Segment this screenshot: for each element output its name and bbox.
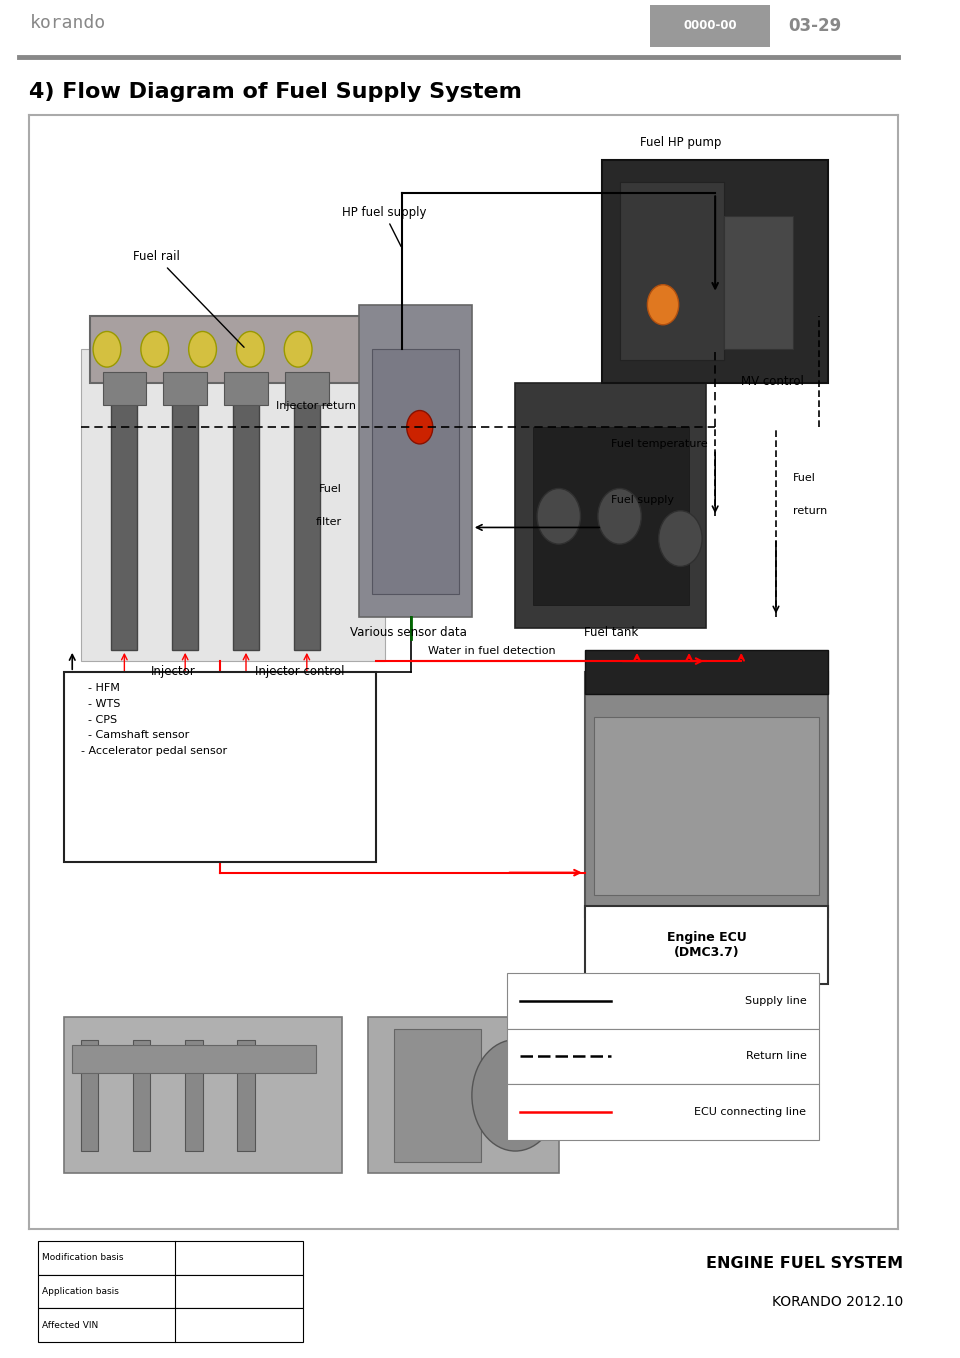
Text: Injector control: Injector control xyxy=(254,665,345,678)
Text: CDPF
SYSTEM: CDPF SYSTEM xyxy=(917,1093,942,1104)
Bar xyxy=(103,372,146,405)
Circle shape xyxy=(141,331,169,367)
Text: Fuel supply: Fuel supply xyxy=(611,496,674,505)
Text: TURBO
SYSTEM: TURBO SYSTEM xyxy=(917,478,942,489)
Text: ECU connecting line: ECU connecting line xyxy=(694,1107,806,1118)
Bar xyxy=(225,372,268,405)
Bar xyxy=(619,182,724,360)
Bar xyxy=(533,428,689,606)
Bar xyxy=(507,1084,820,1139)
Bar xyxy=(593,717,820,895)
Text: KORANDO 2012.10: KORANDO 2012.10 xyxy=(772,1294,903,1309)
Text: COOLING
SYSTEM: COOLING SYSTEM xyxy=(915,631,944,642)
Text: ENGINE
CONTRO: ENGINE CONTRO xyxy=(917,1171,942,1181)
Bar xyxy=(63,672,376,861)
Bar xyxy=(81,1040,98,1152)
Text: - HFM
  - WTS
  - CPS
  - Camshaft sensor
- Accelerator pedal sensor: - HFM - WTS - CPS - Camshaft sensor - Ac… xyxy=(81,683,228,756)
Bar xyxy=(394,1028,481,1162)
Text: E-EGR
SYSTEM: E-EGR SYSTEM xyxy=(917,1016,942,1027)
Text: 03-29: 03-29 xyxy=(788,16,842,35)
Text: Fuel HP pump: Fuel HP pump xyxy=(639,136,721,149)
Bar xyxy=(285,372,328,405)
Text: filter: filter xyxy=(316,517,342,527)
Bar xyxy=(81,349,385,661)
Bar xyxy=(89,316,402,383)
Text: MV control: MV control xyxy=(741,375,804,388)
Bar xyxy=(359,304,472,617)
Bar xyxy=(372,349,459,595)
Bar xyxy=(294,394,320,650)
Text: 4) Flow Diagram of Fuel Supply System: 4) Flow Diagram of Fuel Supply System xyxy=(29,83,521,102)
Text: ENGINE
GENERAL: ENGINE GENERAL xyxy=(915,92,944,103)
Bar xyxy=(111,394,137,650)
Circle shape xyxy=(472,1040,559,1152)
Circle shape xyxy=(407,410,433,444)
Text: Supply line: Supply line xyxy=(745,995,806,1006)
FancyBboxPatch shape xyxy=(585,906,828,985)
Circle shape xyxy=(93,331,121,367)
Text: korando: korando xyxy=(30,14,107,31)
Text: Modification basis: Modification basis xyxy=(42,1253,124,1262)
Circle shape xyxy=(537,489,581,545)
Text: D20DTF
PRE-: D20DTF PRE- xyxy=(918,785,941,796)
Text: Fuel tank: Fuel tank xyxy=(584,626,638,638)
Bar xyxy=(585,672,828,917)
Text: Injector: Injector xyxy=(151,665,195,678)
Text: CRUISE
CONTRO: CRUISE CONTRO xyxy=(917,940,942,951)
Bar xyxy=(37,1308,302,1342)
Text: STARTIN
G: STARTIN G xyxy=(916,862,943,873)
Text: Affected VIN: Affected VIN xyxy=(42,1321,98,1329)
Bar xyxy=(516,383,707,627)
Text: EXHAUST
SYSTEM: EXHAUST SYSTEM xyxy=(915,401,944,411)
Circle shape xyxy=(284,331,312,367)
Text: Injector return: Injector return xyxy=(276,401,355,410)
Bar xyxy=(172,394,198,650)
Bar xyxy=(650,5,770,46)
Text: ENGINE
FUEL: ENGINE FUEL xyxy=(918,247,941,258)
Text: Application basis: Application basis xyxy=(42,1287,119,1296)
Text: Return line: Return line xyxy=(746,1051,806,1062)
Text: return: return xyxy=(793,507,828,516)
Text: 0000-00: 0000-00 xyxy=(684,19,737,33)
Bar xyxy=(37,1241,302,1275)
Text: Engine ECU
(DMC3.7): Engine ECU (DMC3.7) xyxy=(666,932,746,959)
Bar xyxy=(72,1046,316,1073)
Text: Fuel: Fuel xyxy=(793,473,816,483)
Text: Fuel rail: Fuel rail xyxy=(133,250,244,348)
Circle shape xyxy=(647,285,679,325)
Bar xyxy=(602,160,828,383)
Bar xyxy=(163,372,207,405)
Text: INTAKE
SYSTEM: INTAKE SYSTEM xyxy=(917,323,942,334)
Text: ENGINE
ASSEMBLY: ENGINE ASSEMBLY xyxy=(913,170,946,181)
Circle shape xyxy=(189,331,216,367)
Bar xyxy=(507,1028,820,1084)
Circle shape xyxy=(598,489,641,545)
Text: LUBRICAT
ION: LUBRICAT ION xyxy=(914,554,945,565)
Text: Water in fuel detection: Water in fuel detection xyxy=(428,645,556,656)
Text: Fuel: Fuel xyxy=(319,483,342,494)
Bar xyxy=(63,1017,342,1173)
Circle shape xyxy=(659,511,702,566)
Bar xyxy=(585,650,828,694)
Text: Various sensor data: Various sensor data xyxy=(350,626,468,638)
Bar xyxy=(185,1040,203,1152)
Bar xyxy=(37,1275,302,1308)
Text: HP fuel supply: HP fuel supply xyxy=(342,205,426,247)
Text: CHARGIN
G: CHARGIN G xyxy=(915,709,944,720)
Bar xyxy=(507,972,820,1028)
Circle shape xyxy=(236,331,264,367)
Bar xyxy=(133,1040,151,1152)
Text: Fuel temperature: Fuel temperature xyxy=(611,440,708,449)
Text: ENGINE FUEL SYSTEM: ENGINE FUEL SYSTEM xyxy=(706,1256,903,1271)
Bar xyxy=(233,394,259,650)
Bar xyxy=(368,1017,559,1173)
Bar xyxy=(237,1040,254,1152)
Bar xyxy=(724,216,793,349)
